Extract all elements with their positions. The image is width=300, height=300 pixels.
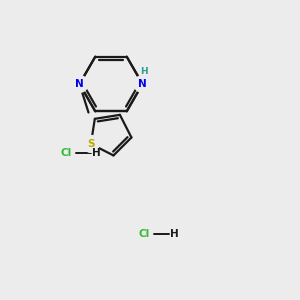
Circle shape — [71, 76, 88, 92]
Text: H: H — [169, 229, 178, 239]
Circle shape — [82, 136, 99, 152]
Text: H: H — [140, 67, 148, 76]
Circle shape — [134, 76, 151, 92]
Text: N: N — [75, 79, 84, 89]
Text: H: H — [92, 148, 100, 158]
Text: Cl: Cl — [138, 229, 150, 239]
Text: N: N — [138, 79, 147, 89]
Text: Cl: Cl — [60, 148, 72, 158]
Text: S: S — [87, 139, 94, 149]
